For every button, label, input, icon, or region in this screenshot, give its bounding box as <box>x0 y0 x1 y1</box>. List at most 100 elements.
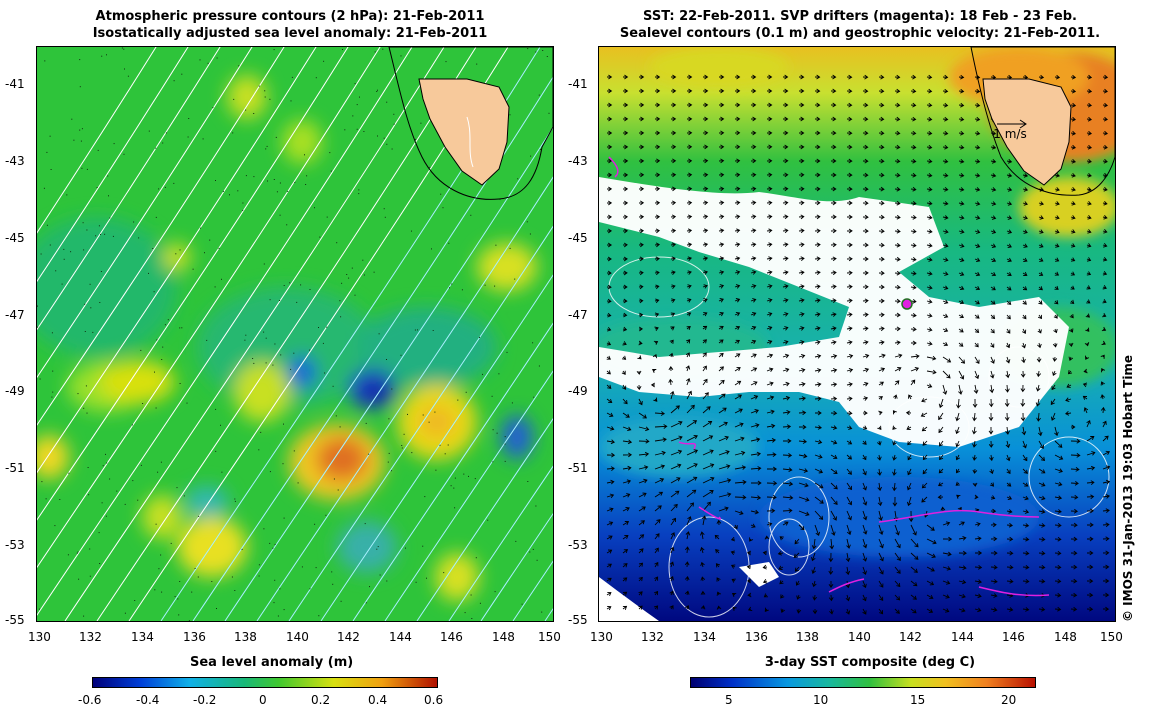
velocity-arrow <box>830 454 838 460</box>
velocity-arrow <box>1102 465 1111 470</box>
velocity-arrow <box>926 172 933 178</box>
speckle-dot <box>464 612 466 614</box>
velocity-arrow <box>750 395 759 400</box>
velocity-arrow <box>926 144 933 150</box>
velocity-arrow <box>1070 215 1076 220</box>
velocity-arrow <box>1102 130 1109 136</box>
velocity-arrow <box>1102 243 1108 248</box>
speckle-dot <box>253 176 255 178</box>
speckle-dot <box>199 227 201 229</box>
velocity-arrow <box>910 144 917 150</box>
velocity-arrow <box>926 327 933 332</box>
velocity-arrow <box>670 256 676 262</box>
sea-level-colorbar-tick: 0 <box>259 693 267 707</box>
left-x-tick: 130 <box>28 630 51 644</box>
speckle-dot <box>494 285 496 287</box>
sea-level-contour <box>988 346 1050 408</box>
speckle-dot <box>138 237 140 239</box>
velocity-arrow <box>1006 522 1014 528</box>
velocity-arrow <box>828 552 834 563</box>
velocity-arrow <box>814 439 823 445</box>
left-map-title: Atmospheric pressure contours (2 hPa): 2… <box>40 8 540 42</box>
speckle-dot <box>386 359 387 360</box>
velocity-arrow <box>990 508 997 514</box>
speckle-dot <box>155 407 157 409</box>
velocity-arrow <box>956 494 961 499</box>
velocity-arrow <box>1006 495 1013 500</box>
velocity-arrow <box>638 576 643 582</box>
velocity-arrow <box>702 490 714 498</box>
speckle-dot <box>356 104 358 106</box>
velocity-arrow <box>1022 550 1030 556</box>
velocity-arrow <box>751 88 757 94</box>
velocity-arrow <box>862 524 868 535</box>
velocity-arrow <box>1022 215 1028 220</box>
velocity-arrow <box>938 468 944 474</box>
velocity-arrow <box>670 517 676 526</box>
velocity-arrow <box>716 577 721 582</box>
velocity-arrow <box>1070 74 1077 80</box>
velocity-arrow <box>686 270 692 275</box>
speckle-dot <box>340 316 342 318</box>
velocity-arrow <box>638 116 645 122</box>
speckle-dot <box>181 327 183 329</box>
velocity-arrow <box>878 284 885 290</box>
velocity-arrow <box>798 284 805 289</box>
velocity-arrow <box>670 390 675 400</box>
velocity-arrow <box>1065 410 1072 416</box>
velocity-arrow <box>926 285 933 290</box>
velocity-arrow <box>942 285 949 290</box>
velocity-arrow <box>750 256 757 261</box>
speckle-dot <box>105 515 107 517</box>
velocity-arrow <box>814 74 821 80</box>
speckle-dot <box>109 217 111 219</box>
velocity-arrow <box>1086 271 1092 276</box>
velocity-arrow <box>798 453 808 459</box>
velocity-arrow <box>1006 564 1014 570</box>
speckle-dot <box>387 461 389 463</box>
velocity-arrow <box>1102 74 1109 80</box>
velocity-arrow <box>1066 383 1072 388</box>
speckle-dot <box>335 415 337 417</box>
velocity-arrow <box>606 577 612 582</box>
velocity-arrow <box>686 158 693 164</box>
velocity-arrow <box>974 144 981 150</box>
velocity-arrow <box>684 590 690 596</box>
speckle-dot <box>511 402 513 404</box>
velocity-arrow <box>782 158 789 164</box>
velocity-arrow <box>1086 419 1091 428</box>
velocity-arrow <box>766 270 773 275</box>
speckle-dot <box>331 571 333 573</box>
pressure-contour-line <box>352 322 553 621</box>
speckle-dot <box>157 471 159 473</box>
velocity-arrow <box>777 550 784 556</box>
velocity-arrow <box>718 312 724 317</box>
velocity-arrow <box>862 396 869 401</box>
velocity-arrow <box>734 214 741 220</box>
velocity-arrow <box>718 130 725 136</box>
velocity-arrow <box>622 577 628 582</box>
velocity-arrow <box>654 576 659 582</box>
velocity-arrow <box>1070 606 1078 612</box>
drifter-track <box>828 578 865 593</box>
velocity-arrow <box>734 353 741 358</box>
left-y-tick: -47 <box>5 308 25 322</box>
velocity-arrow <box>701 515 707 526</box>
velocity-arrow <box>718 242 725 248</box>
velocity-arrow <box>863 256 869 262</box>
velocity-arrow <box>1102 271 1108 276</box>
velocity-arrow <box>766 325 773 331</box>
speckle-dot <box>364 523 366 525</box>
speckle-dot <box>121 47 123 49</box>
velocity-arrow <box>974 187 981 192</box>
velocity-arrow <box>1021 328 1027 335</box>
velocity-arrow <box>974 229 981 234</box>
speckle-dot <box>400 55 402 57</box>
velocity-arrow <box>1102 229 1108 234</box>
velocity-arrow <box>638 548 644 554</box>
velocity-arrow <box>1052 370 1057 376</box>
velocity-arrow <box>734 256 741 261</box>
speckle-dot <box>429 166 431 168</box>
speckle-dot <box>242 202 244 204</box>
velocity-arrow <box>1005 440 1011 449</box>
